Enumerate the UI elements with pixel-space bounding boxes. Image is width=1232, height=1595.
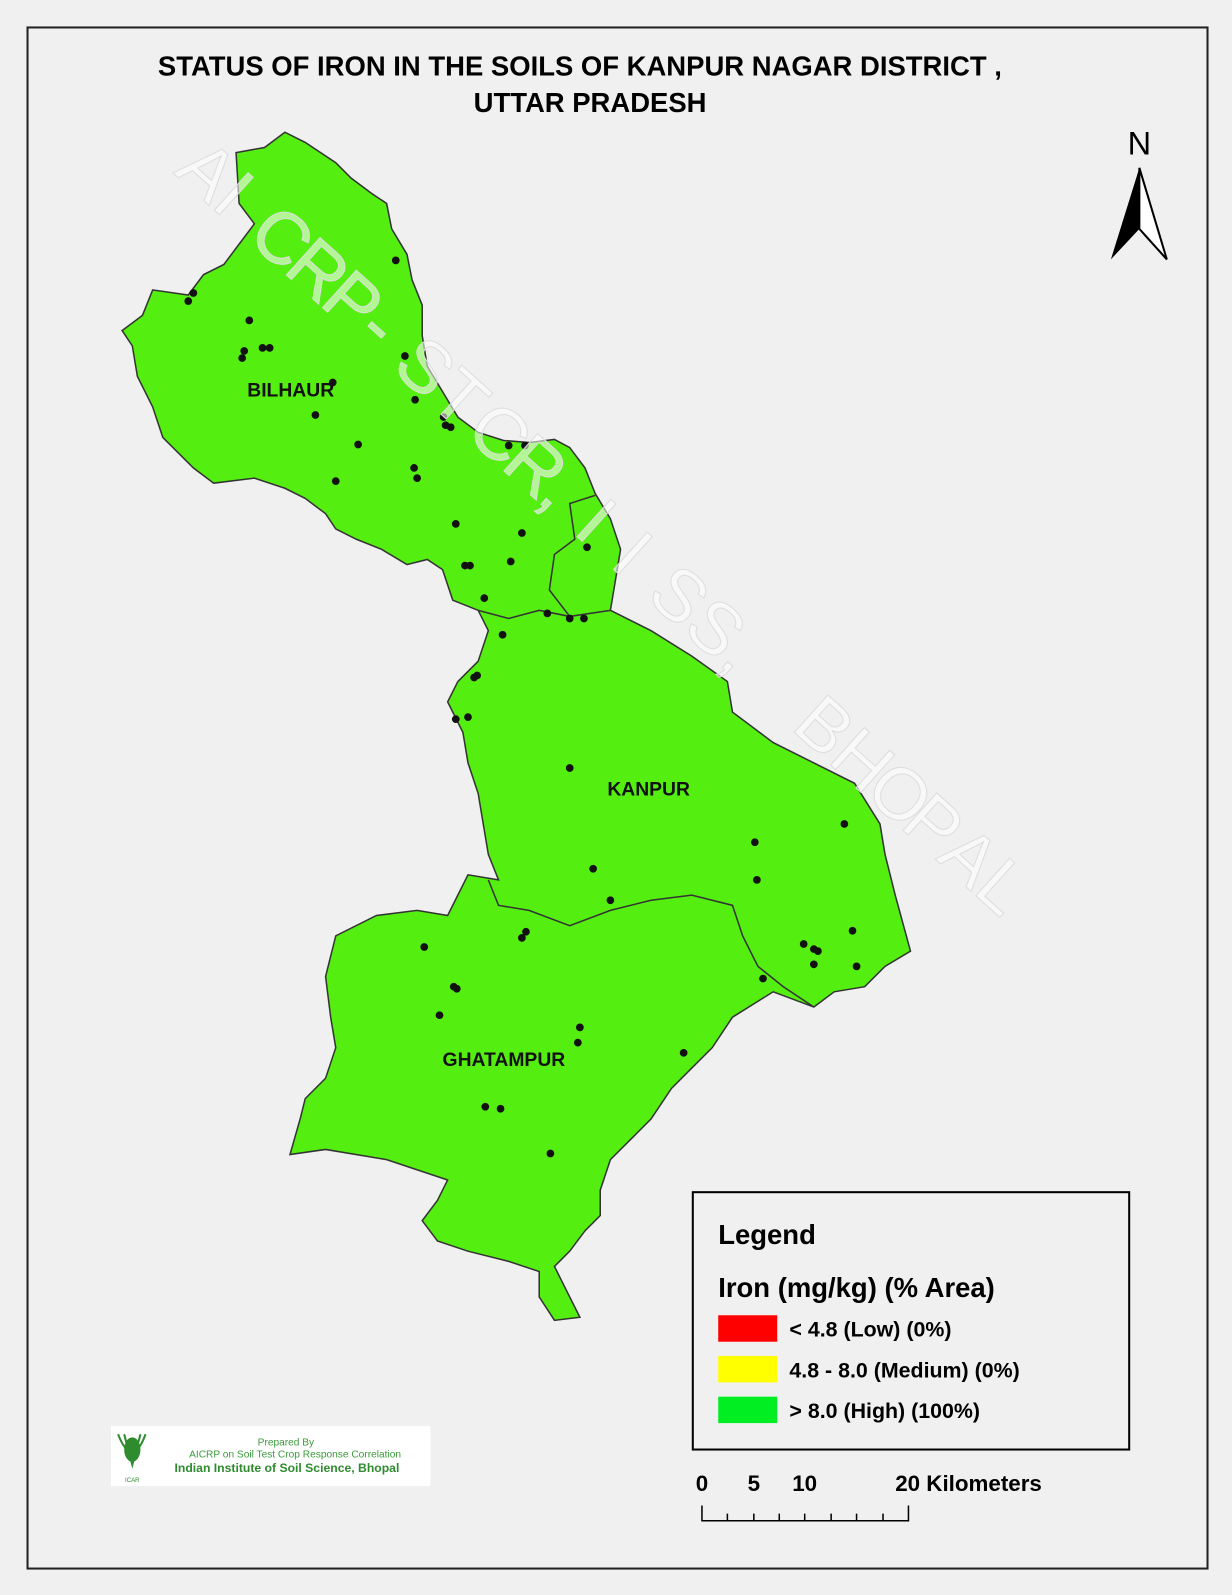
- sample-point: [606, 896, 615, 905]
- sample-point: [481, 1102, 490, 1111]
- legend-item-medium: 4.8 - 8.0 (Medium) (0%): [789, 1358, 1019, 1382]
- sample-point: [679, 1048, 688, 1057]
- sample-point: [498, 630, 507, 639]
- region-label-kanpur: KANPUR: [607, 779, 690, 800]
- sample-point: [439, 413, 448, 421]
- sample-point: [518, 529, 526, 537]
- map-title-line1: STATUS OF IRON IN THE SOILS OF KANPUR NA…: [158, 50, 1002, 81]
- sample-point: [189, 289, 198, 297]
- sample-point: [464, 713, 472, 722]
- sample-point: [543, 609, 552, 618]
- sample-point: [410, 464, 418, 472]
- sample-point: [470, 673, 478, 682]
- sample-point: [840, 820, 849, 828]
- sample-point: [420, 943, 429, 951]
- sample-point: [411, 395, 419, 404]
- sample-point: [753, 876, 761, 884]
- sample-point: [565, 764, 574, 772]
- sample-point: [521, 441, 529, 450]
- sample-point: [435, 1011, 444, 1020]
- sample-point: [466, 561, 474, 570]
- boundary-bilhaur-kanpur: [477, 494, 611, 620]
- sample-point: [391, 256, 400, 265]
- legend-item-low: < 4.8 (Low) (0%): [789, 1318, 951, 1342]
- credit-line3: Indian Institute of Soil Science, Bhopal: [175, 1461, 400, 1475]
- sample-point: [184, 297, 193, 305]
- sample-point: [848, 926, 857, 935]
- region-label-bilhaur: BILHAUR: [247, 381, 334, 402]
- sample-point: [506, 557, 515, 566]
- sample-point: [480, 594, 489, 602]
- sample-point: [331, 477, 340, 486]
- scale-label-0: 0: [696, 1471, 708, 1496]
- svg-text:ICAR: ICAR: [125, 1477, 140, 1484]
- boundary-kanpur-ghatampur: [487, 879, 815, 1008]
- sample-point: [311, 411, 320, 419]
- sample-point: [504, 441, 513, 450]
- legend-swatch-medium: [718, 1355, 778, 1383]
- map-frame: [26, 26, 1209, 1570]
- sample-point: [354, 440, 363, 449]
- sample-point: [265, 344, 274, 352]
- sample-point: [809, 960, 818, 969]
- sample-point: [240, 347, 249, 355]
- sample-point: [583, 543, 591, 552]
- sample-point: [258, 344, 267, 352]
- district-outline: [121, 131, 912, 1322]
- region-label-ghatampur: GHATAMPUR: [443, 1050, 566, 1071]
- north-label: N: [1128, 126, 1152, 162]
- map-title-line2: UTTAR PRADESH: [474, 87, 707, 118]
- sample-point: [496, 1104, 505, 1113]
- sample-point: [518, 934, 526, 942]
- sample-point: [565, 614, 574, 623]
- scale-bar: 0 5 10 20 Kilometers: [696, 1471, 1042, 1522]
- credit-line2: AICRP on Soil Test Crop Response Correla…: [189, 1450, 401, 1461]
- sample-point: [451, 715, 460, 724]
- legend-item-high: > 8.0 (High) (100%): [789, 1399, 980, 1423]
- sample-point: [328, 378, 337, 387]
- sample-point: [452, 984, 461, 993]
- sample-point: [576, 1023, 584, 1032]
- sample-point: [245, 316, 254, 325]
- scale-label-20: 20 Kilometers: [895, 1471, 1042, 1496]
- legend-swatch-low: [718, 1315, 778, 1342]
- scale-label-5: 5: [748, 1471, 760, 1496]
- sample-point: [759, 974, 767, 983]
- sample-point: [401, 352, 409, 360]
- sample-point: [814, 947, 822, 955]
- sample-point: [573, 1038, 582, 1047]
- sample-point: [852, 962, 861, 971]
- sample-point: [441, 421, 450, 430]
- legend: Legend Iron (mg/kg) (% Area) < 4.8 (Low)…: [691, 1191, 1131, 1451]
- sample-point: [451, 520, 460, 528]
- legend-swatch-high: [718, 1396, 778, 1424]
- scale-label-10: 10: [792, 1471, 817, 1496]
- credit-block: ICAR Prepared By AICRP on Soil Test Crop…: [110, 1426, 431, 1487]
- sample-point: [799, 940, 808, 948]
- sample-point: [413, 474, 421, 482]
- sample-points: [184, 256, 861, 1158]
- sample-point: [546, 1149, 555, 1158]
- sample-point: [238, 354, 247, 362]
- sample-point: [750, 838, 759, 847]
- sample-point: [580, 614, 588, 623]
- legend-subtitle: Iron (mg/kg) (% Area): [718, 1272, 995, 1303]
- legend-title: Legend: [718, 1219, 816, 1250]
- sample-point: [589, 864, 597, 873]
- icar-logo: ICAR: [117, 1433, 147, 1484]
- sample-point: [522, 927, 530, 936]
- credit-line1: Prepared By: [258, 1437, 315, 1448]
